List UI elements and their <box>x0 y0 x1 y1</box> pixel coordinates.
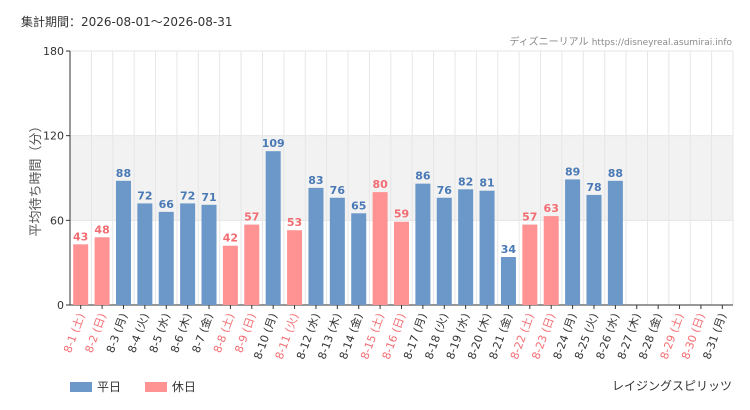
bar-value-label: 76 <box>437 184 453 197</box>
bar <box>543 216 559 305</box>
y-tick-label: 0 <box>57 299 64 312</box>
legend-swatch-weekday <box>70 382 92 392</box>
bar-value-label: 86 <box>415 170 431 183</box>
y-axis-title: 平均待ち時間（分） <box>29 119 44 236</box>
bar <box>308 187 324 305</box>
bar-value-label: 81 <box>479 177 494 190</box>
bar <box>94 237 110 305</box>
bar <box>137 203 153 305</box>
bar <box>287 230 303 305</box>
legend: 平日 休日 <box>70 378 216 395</box>
bar <box>265 151 281 305</box>
bar-value-label: 89 <box>565 165 580 178</box>
source-credit: ディズニーリアル https://disneyreal.asumirai.inf… <box>509 33 732 48</box>
source-name: ディズニーリアル <box>509 37 589 48</box>
bar <box>244 224 260 305</box>
bar <box>565 179 581 305</box>
bar-value-label: 82 <box>458 175 473 188</box>
bar-value-label: 72 <box>137 189 152 202</box>
bar-value-label: 72 <box>180 189 195 202</box>
bar <box>158 211 174 305</box>
legend-item-weekday: 平日 <box>70 378 121 395</box>
bar <box>436 197 452 305</box>
bar-value-label: 88 <box>608 167 623 180</box>
bar <box>222 245 238 305</box>
bar <box>458 189 474 305</box>
bar <box>73 244 89 305</box>
bar-value-label: 59 <box>394 208 409 221</box>
bar <box>607 180 623 305</box>
bar <box>586 194 602 305</box>
bar-value-label: 42 <box>223 232 238 245</box>
legend-item-holiday: 休日 <box>144 378 196 395</box>
bar <box>372 192 388 305</box>
y-tick-label: 60 <box>50 214 64 227</box>
legend-swatch-holiday <box>144 382 167 392</box>
bar-value-label: 109 <box>262 137 285 150</box>
bar <box>394 221 409 305</box>
bar <box>351 213 367 305</box>
bar <box>329 197 345 305</box>
bar-value-label: 57 <box>522 211 537 224</box>
bar-value-label: 48 <box>94 223 109 236</box>
bar <box>180 203 196 305</box>
attraction-name: レイジングスピリッツ <box>611 379 732 393</box>
bar-value-label: 34 <box>501 243 517 256</box>
bar-value-label: 66 <box>159 198 175 211</box>
bar <box>522 224 538 305</box>
bar <box>115 180 131 305</box>
y-tick-label: 180 <box>43 45 64 58</box>
bar <box>415 183 431 305</box>
bar-value-label: 83 <box>308 174 323 187</box>
bar-value-label: 71 <box>201 191 216 204</box>
bar-value-label: 65 <box>351 199 366 212</box>
y-tick-label: 120 <box>43 130 64 143</box>
bar <box>500 257 516 305</box>
legend-label-holiday: 休日 <box>171 380 196 394</box>
bar-value-label: 63 <box>544 202 559 215</box>
bar-value-label: 57 <box>244 211 259 224</box>
legend-label-weekday: 平日 <box>97 380 122 394</box>
bar-value-label: 53 <box>287 216 302 229</box>
source-url: https://disneyreal.asumirai.info <box>591 38 732 48</box>
bar <box>201 204 217 305</box>
bar-value-label: 43 <box>73 230 88 243</box>
bar-value-label: 78 <box>586 181 601 194</box>
bar <box>479 190 495 305</box>
bar-value-label: 88 <box>116 167 131 180</box>
bar-value-label: 76 <box>330 184 346 197</box>
period-label: 集計期間：2026-08-01～2026-08-31 <box>21 15 233 29</box>
bar-value-label: 80 <box>372 178 388 191</box>
